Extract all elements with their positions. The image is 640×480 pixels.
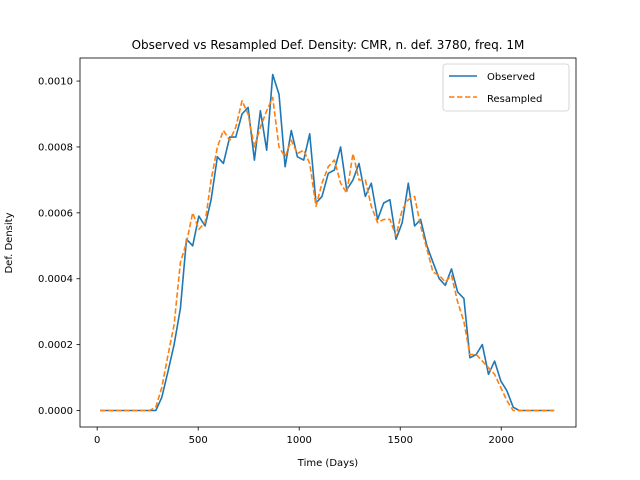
x-tick-label: 500: [189, 435, 208, 446]
x-axis: 0 500 1000 1500 2000: [94, 427, 514, 446]
y-tick-label: 0.0004: [38, 274, 73, 285]
x-tick-label: 2000: [489, 435, 514, 446]
legend-label-observed: Observed: [487, 72, 535, 83]
chart-title: Observed vs Resampled Def. Density: CMR,…: [132, 38, 525, 52]
y-axis-label: Def. Density: [4, 212, 15, 273]
x-tick-label: 0: [94, 435, 100, 446]
series-line-observed: [100, 73, 555, 412]
y-tick-label: 0.0000: [38, 406, 73, 417]
y-axis: 0.0000 0.0002 0.0004 0.0006 0.0008 0.0010: [38, 77, 80, 417]
series-layer: [100, 73, 555, 412]
y-tick-label: 0.0010: [38, 77, 73, 88]
y-tick-label: 0.0008: [38, 142, 73, 153]
x-axis-label: Time (Days): [297, 458, 359, 469]
legend: Observed Resampled: [442, 63, 570, 112]
legend-label-resampled: Resampled: [487, 94, 542, 105]
x-tick-label: 1000: [286, 435, 311, 446]
series-line-resampled: [100, 96, 555, 412]
plot-frame: [79, 57, 577, 428]
y-tick-label: 0.0002: [38, 340, 73, 351]
y-tick-label: 0.0006: [38, 208, 73, 219]
x-tick-label: 1500: [388, 435, 413, 446]
plot-area: 0 500 1000 1500 2000 0.00000.00020.00040.000…: [38, 57, 577, 446]
plot-background: [80, 58, 576, 427]
